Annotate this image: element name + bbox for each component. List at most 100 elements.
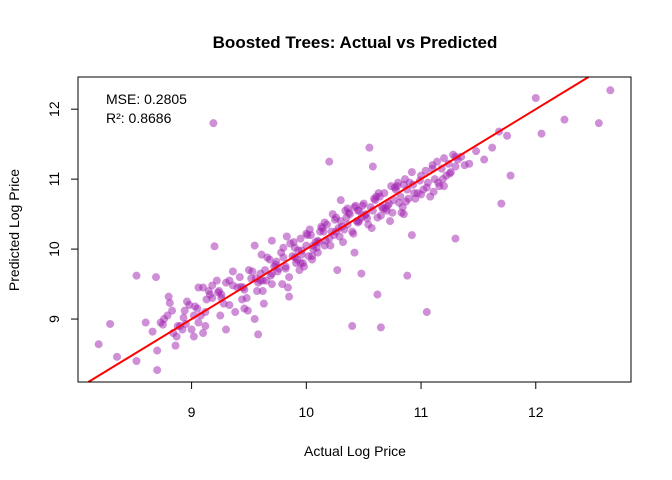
data-point <box>422 308 431 317</box>
data-point <box>281 262 290 271</box>
data-point <box>465 159 474 168</box>
data-point <box>451 162 460 171</box>
data-point <box>368 162 377 171</box>
identity-reference-line <box>87 76 590 383</box>
data-point <box>342 213 351 222</box>
x-axis-label: Actual Log Price <box>304 443 406 459</box>
data-point <box>421 166 430 175</box>
data-point <box>235 273 244 282</box>
data-point <box>278 280 287 289</box>
data-point <box>257 250 266 259</box>
data-point <box>302 229 311 238</box>
data-point <box>222 325 231 334</box>
data-point <box>445 169 454 178</box>
data-point <box>216 311 225 320</box>
plot-frame <box>77 76 632 383</box>
data-point <box>199 329 208 338</box>
data-point <box>132 357 141 366</box>
data-point <box>158 320 167 329</box>
points-layer <box>94 86 615 375</box>
data-point <box>153 346 162 355</box>
data-point <box>191 302 200 311</box>
data-point <box>240 304 249 313</box>
data-point <box>285 273 294 282</box>
data-point <box>225 301 234 310</box>
data-point <box>94 340 103 349</box>
data-point <box>238 295 247 304</box>
y-tick-label: 9 <box>46 315 62 323</box>
data-point <box>148 327 157 336</box>
y-axis: 9 10 11 12 <box>46 101 78 323</box>
data-point <box>180 306 189 315</box>
data-point <box>506 171 515 180</box>
data-point <box>386 217 395 226</box>
data-point <box>279 243 288 252</box>
data-point <box>254 330 263 339</box>
data-point <box>201 322 210 331</box>
data-point <box>258 287 267 296</box>
data-point <box>308 252 317 261</box>
data-point <box>439 154 448 163</box>
data-point <box>189 332 198 341</box>
data-point <box>141 318 150 327</box>
data-point <box>179 313 188 322</box>
data-point <box>267 280 276 289</box>
data-point <box>325 157 334 166</box>
data-point <box>503 131 512 140</box>
data-point <box>319 227 328 236</box>
data-point <box>399 180 408 189</box>
data-point <box>397 208 406 217</box>
data-point <box>357 269 366 278</box>
data-point <box>279 253 288 262</box>
data-point <box>282 232 291 241</box>
data-point <box>113 352 122 361</box>
data-point <box>194 318 203 327</box>
x-tick-label: 11 <box>414 404 429 420</box>
data-point <box>365 143 374 152</box>
data-point <box>153 366 162 375</box>
data-point <box>295 266 304 275</box>
data-point <box>379 204 388 213</box>
y-tick-label: 11 <box>46 172 62 187</box>
data-point <box>395 198 404 207</box>
data-point <box>350 248 359 257</box>
data-point <box>213 288 222 297</box>
data-point <box>132 271 141 280</box>
data-point <box>164 292 173 301</box>
data-point <box>411 194 420 203</box>
data-point <box>212 276 221 285</box>
mse-annotation: MSE: 0.2805 <box>106 91 187 107</box>
data-point <box>343 204 352 213</box>
data-point <box>417 190 426 199</box>
r-squared-annotation: R²: 0.8686 <box>106 110 172 126</box>
data-point <box>286 239 295 248</box>
chart-title: Boosted Trees: Actual vs Predicted <box>213 33 498 52</box>
data-point <box>537 129 546 138</box>
y-tick-label: 10 <box>46 241 62 257</box>
data-point <box>376 323 385 332</box>
data-point <box>194 283 203 292</box>
data-point <box>250 315 259 324</box>
data-point <box>336 196 345 205</box>
data-point <box>560 115 569 124</box>
data-point <box>380 189 389 198</box>
data-point <box>259 299 268 308</box>
data-point <box>248 267 257 276</box>
data-point <box>433 157 442 166</box>
data-point <box>225 276 234 285</box>
data-point <box>106 319 115 328</box>
data-point <box>403 271 412 280</box>
data-point <box>202 295 211 304</box>
data-point <box>367 224 376 233</box>
data-point <box>480 155 489 164</box>
data-point <box>285 292 294 301</box>
data-point <box>531 93 540 102</box>
data-point <box>209 119 218 128</box>
data-point <box>296 234 305 243</box>
data-point <box>349 229 358 238</box>
data-point <box>353 206 362 215</box>
data-point <box>267 236 276 245</box>
data-point <box>171 341 180 350</box>
data-point <box>348 322 357 331</box>
data-point <box>422 183 431 192</box>
